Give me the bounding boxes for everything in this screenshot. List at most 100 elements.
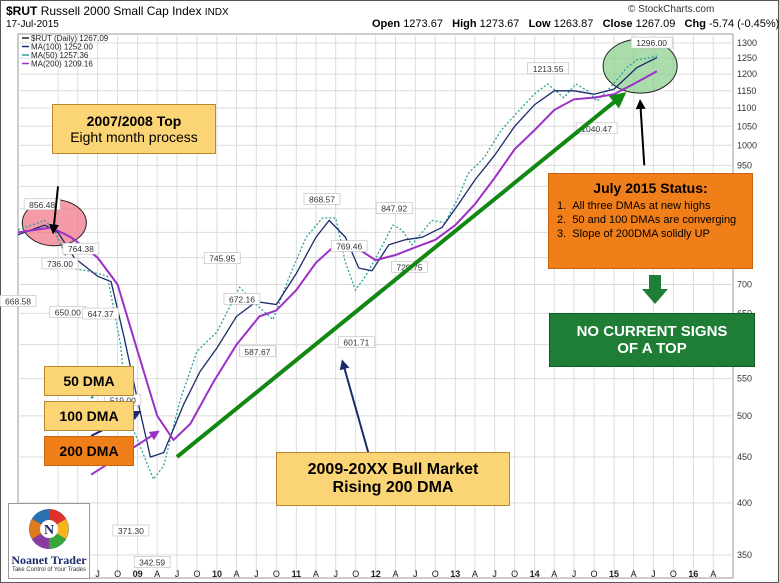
- x-tick-label: J: [413, 569, 418, 579]
- y-tick-label: 1050: [737, 121, 757, 131]
- x-tick-label: A: [392, 569, 398, 579]
- ma100-label-box: 100 DMA: [44, 401, 134, 431]
- arrow-trend: [175, 92, 627, 459]
- y-tick-label: 400: [737, 498, 752, 508]
- price-label: 764.38: [62, 242, 100, 255]
- price-label-text: 1213.55: [533, 64, 564, 74]
- price-label-text: 764.38: [68, 244, 94, 254]
- x-tick-label: O: [352, 569, 359, 579]
- y-tick-label: 350: [737, 550, 752, 560]
- legend-entry: $RUT (Daily) 1267.09: [31, 34, 109, 43]
- price-label-text: 601.71: [343, 338, 369, 348]
- ma200-label-box: 200 DMA: [44, 436, 134, 466]
- arrow-status: [635, 99, 646, 166]
- x-tick-label: J: [333, 569, 338, 579]
- x-tick-label: 15: [609, 569, 619, 579]
- x-tick-label: J: [492, 569, 497, 579]
- price-label: 587.67: [239, 345, 276, 358]
- logo-name: Noanet Trader: [11, 553, 87, 567]
- price-label-text: 745.95: [209, 254, 235, 264]
- price-label-text: 847.92: [381, 204, 407, 214]
- price-label: 342.59: [133, 556, 171, 568]
- price-label-text: 1040.47: [581, 124, 612, 134]
- price-label-text: 856.48: [29, 200, 55, 210]
- x-tick-label: O: [273, 569, 280, 579]
- legend-entry: MA(50) 1257.36: [31, 51, 89, 60]
- noanet-logo: N Noanet Trader Take Control of Your Tra…: [8, 503, 90, 579]
- x-tick-label: A: [710, 569, 716, 579]
- price-label: 847.92: [375, 202, 413, 214]
- x-tick-label: J: [572, 569, 577, 579]
- y-tick-label: 1000: [737, 140, 757, 150]
- x-tick-label: O: [511, 569, 518, 579]
- status-item: 2. 50 and 100 DMAs are converging: [557, 214, 737, 226]
- no-signs-line2: OF A TOP: [617, 340, 687, 357]
- bull-market-box: 2009-20XX Bull Market Rising 200 DMA: [276, 452, 510, 506]
- y-tick-label: 450: [737, 452, 752, 462]
- chg-label: Chg: [684, 18, 706, 30]
- y-tick-label: 1100: [737, 103, 756, 113]
- header-title: $RUT Russell 2000 Small Cap Index INDX: [6, 4, 229, 18]
- price-label: 371.30: [112, 524, 150, 537]
- no-signs-line1: NO CURRENT SIGNS: [576, 323, 728, 340]
- price-label: 650.00: [49, 306, 87, 318]
- chg-value: -5.74 (-0.45%): [709, 18, 779, 30]
- series-ma100: [17, 57, 658, 458]
- x-tick-label: 13: [450, 569, 460, 579]
- price-label-text: 371.30: [118, 526, 144, 536]
- status-list: 1. All three DMAs at new highs 2. 50 and…: [557, 199, 736, 241]
- header-date: 17-Jul-2015: [6, 19, 59, 30]
- y-tick-label: 950: [737, 160, 752, 170]
- status-box: July 2015 Status: 1. All three DMAs at n…: [548, 173, 753, 269]
- bull-market-line1: 2009-20XX Bull Market: [307, 461, 479, 478]
- symbol: $RUT: [6, 4, 38, 18]
- open-value: 1273.67: [403, 18, 443, 30]
- x-tick-label: J: [254, 569, 259, 579]
- high-value: 1273.67: [479, 18, 520, 30]
- close-value: 1267.09: [635, 18, 676, 30]
- x-tick-label: A: [472, 569, 478, 579]
- top-annotation-sub: Eight month process: [70, 129, 198, 145]
- x-tick-label: O: [193, 569, 200, 579]
- source-credit: © StockCharts.com: [628, 4, 715, 15]
- low-value: 1263.87: [553, 18, 594, 30]
- series-ma50: [17, 55, 658, 481]
- x-tick-label: O: [114, 569, 121, 579]
- status-title: July 2015 Status:: [593, 180, 708, 196]
- price-label-text: 668.58: [5, 296, 31, 306]
- y-tick-label: 500: [737, 411, 752, 421]
- top-annotation-box: 2007/2008 Top Eight month process: [52, 104, 216, 154]
- x-tick-label: 11: [292, 569, 302, 579]
- x-tick-label: 09: [133, 569, 143, 579]
- price-label: 1213.55: [527, 62, 569, 75]
- legend-entry: MA(100) 1252.00: [31, 43, 93, 52]
- exchange: INDX: [204, 7, 229, 18]
- price-label: 601.71: [338, 336, 375, 348]
- low-label: Low: [528, 18, 551, 30]
- x-tick-label: 12: [371, 569, 381, 579]
- price-label: 647.37: [82, 307, 119, 320]
- price-label: 745.95: [203, 252, 241, 264]
- x-tick-label: A: [313, 569, 319, 579]
- price-label-text: 868.57: [309, 194, 335, 204]
- close-label: Close: [602, 18, 633, 30]
- price-label-text: 736.00: [47, 259, 73, 269]
- price-label-text: 342.59: [139, 557, 165, 567]
- y-tick-label: 1150: [737, 86, 756, 96]
- x-axis: 08AJO09AJO10AJO11AJO12AJO13AJO14AJO15AJO…: [53, 569, 716, 579]
- x-tick-label: 16: [688, 569, 698, 579]
- price-label-text: 647.37: [88, 309, 114, 319]
- x-tick-label: J: [95, 569, 100, 579]
- x-tick-label: O: [670, 569, 677, 579]
- y-tick-label: 1200: [737, 69, 757, 79]
- price-label: 672.16: [223, 293, 261, 305]
- x-tick-label: 14: [530, 569, 540, 579]
- x-tick-label: J: [651, 569, 656, 579]
- price-label: 1040.47: [575, 122, 618, 135]
- x-tick-label: A: [631, 569, 637, 579]
- no-signs-box: NO CURRENT SIGNS OF A TOP: [549, 313, 755, 367]
- high-label: High: [452, 18, 477, 30]
- bull-market-line2: Rising 200 DMA: [332, 479, 454, 496]
- arrow-bull: [339, 359, 373, 466]
